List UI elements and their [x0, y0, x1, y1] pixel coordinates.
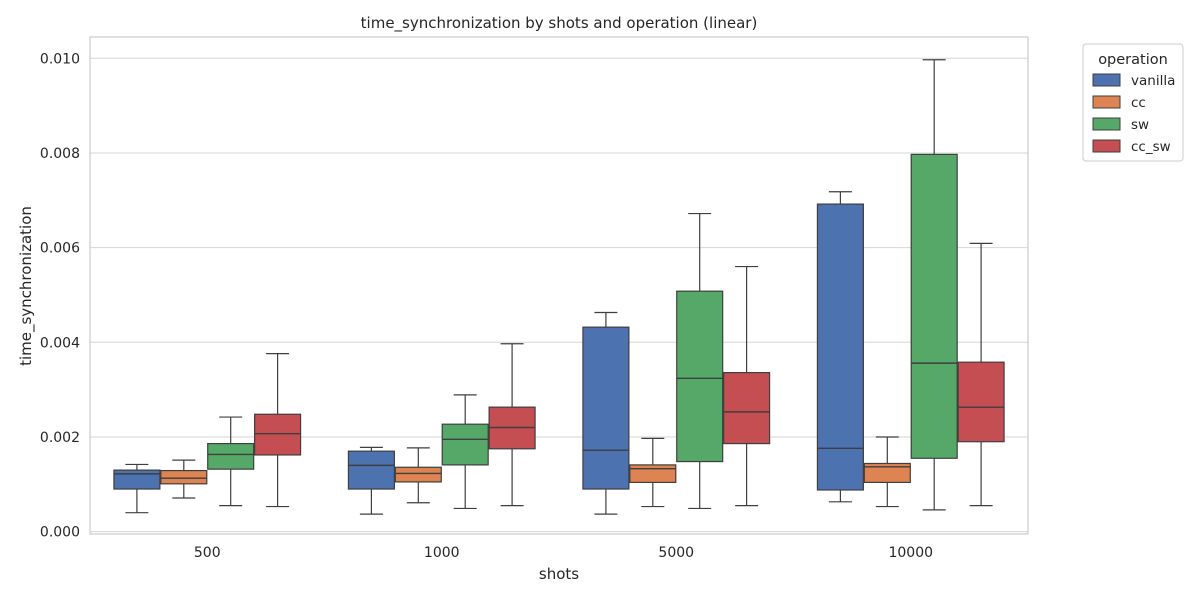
- legend-swatch: [1092, 117, 1121, 131]
- chart-title: time_synchronization by shots and operat…: [361, 14, 758, 33]
- y-tick-label: 0.002: [40, 430, 80, 446]
- y-tick-label: 0.006: [40, 241, 80, 257]
- legend-label: cc_sw: [1131, 139, 1171, 155]
- legend-items: vanilla cc sw cc_sw: [1092, 73, 1175, 155]
- y-tick-label: 0.004: [40, 335, 80, 351]
- box-sw-1000: [441, 394, 489, 510]
- legend-label: sw: [1131, 117, 1149, 133]
- box-iqr: [816, 203, 864, 491]
- series-cc_sw: [254, 242, 1005, 508]
- box-cc-1000: [394, 447, 442, 504]
- y-tick-labels: 0.000 0.002 0.004 0.006 0.008 0.010: [40, 51, 80, 540]
- x-axis-label: shots: [539, 565, 579, 583]
- box-cc-5000: [629, 437, 677, 508]
- legend-label: cc: [1131, 95, 1146, 111]
- box-iqr: [394, 466, 442, 483]
- box-cc-500: [160, 459, 208, 499]
- gridlines: [90, 57, 1028, 533]
- y-axis-label: time_synchronization: [17, 206, 36, 366]
- legend-swatch: [1092, 95, 1121, 109]
- box-iqr: [957, 361, 1005, 443]
- x-tick-label: 1000: [424, 545, 460, 561]
- box-iqr: [347, 450, 395, 490]
- box-iqr: [676, 290, 724, 463]
- legend-title: operation: [1098, 52, 1168, 68]
- legend-swatch: [1092, 139, 1121, 153]
- box-iqr: [629, 464, 677, 484]
- box-vanilla-1000: [347, 446, 395, 515]
- y-tick-label: 0.000: [40, 525, 80, 541]
- box-vanilla-10000: [816, 191, 864, 503]
- y-tick-label: 0.008: [40, 146, 80, 162]
- box-iqr: [160, 469, 208, 485]
- x-tick-label: 5000: [658, 545, 694, 561]
- legend-item-vanilla: vanilla: [1092, 73, 1175, 89]
- box-sw-10000: [910, 59, 958, 511]
- plot-frame: [89, 36, 1029, 535]
- x-tick-label: 500: [194, 545, 221, 561]
- box-series-group: [113, 59, 1005, 515]
- x-tick-labels: 500 1000 5000 10000: [194, 545, 933, 561]
- box-vanilla-500: [113, 463, 161, 514]
- series-vanilla: [113, 191, 864, 515]
- box-cc_sw-10000: [957, 242, 1005, 507]
- legend: operation vanilla cc sw cc_sw: [1082, 43, 1184, 162]
- legend-item-sw: sw: [1092, 117, 1149, 133]
- box-cc_sw-5000: [723, 265, 771, 507]
- legend-label: vanilla: [1131, 73, 1175, 89]
- box-cc_sw-1000: [488, 343, 536, 507]
- box-sw-5000: [676, 212, 724, 510]
- box-iqr: [113, 469, 161, 490]
- box-iqr: [254, 413, 302, 456]
- box-cc-10000: [863, 436, 911, 508]
- box-iqr: [863, 462, 911, 484]
- box-iqr: [207, 442, 255, 470]
- series-cc: [160, 436, 911, 508]
- box-iqr: [441, 423, 489, 466]
- legend-item-cc: cc: [1092, 95, 1146, 111]
- box-sw-500: [207, 416, 255, 507]
- legend-item-cc_sw: cc_sw: [1092, 139, 1171, 155]
- box-iqr: [723, 371, 771, 445]
- box-vanilla-5000: [582, 311, 630, 515]
- series-sw: [207, 59, 958, 511]
- y-tick-label: 0.010: [40, 51, 80, 67]
- box-iqr: [582, 326, 630, 490]
- x-tick-label: 10000: [888, 545, 933, 561]
- box-iqr: [910, 153, 958, 459]
- legend-frame: [1082, 43, 1184, 162]
- box-cc_sw-500: [254, 353, 302, 508]
- legend-swatch: [1092, 73, 1121, 87]
